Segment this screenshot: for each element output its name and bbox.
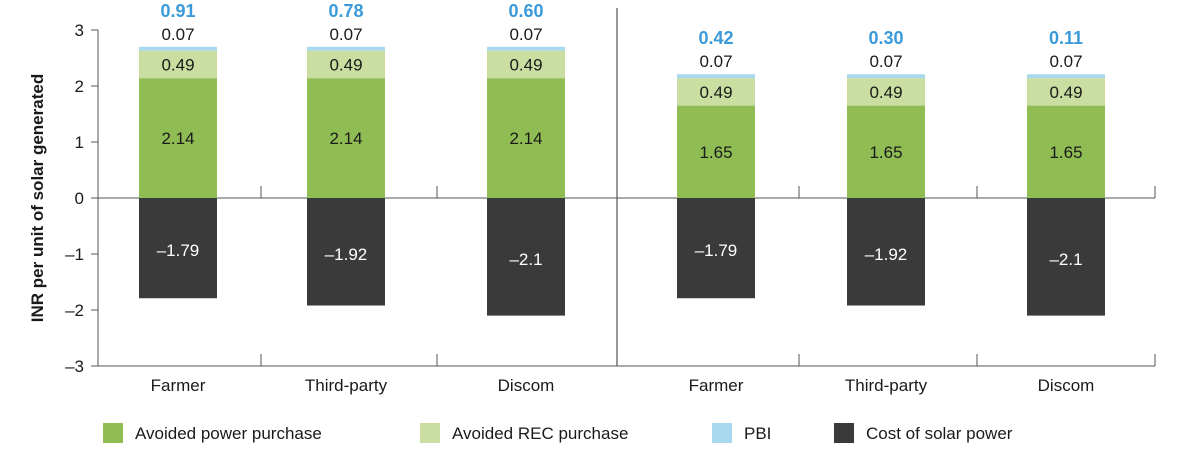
- bar-segment: [487, 198, 565, 316]
- bar-segment: [677, 74, 755, 79]
- legend-label: Avoided power purchase: [135, 424, 322, 443]
- data-label: 0.07: [329, 25, 362, 44]
- x-category-label: Discom: [498, 376, 555, 395]
- legend-swatch: [712, 423, 732, 443]
- data-label: 0.07: [699, 52, 732, 71]
- data-label: 0.07: [869, 52, 902, 71]
- legend-swatch: [420, 423, 440, 443]
- bar-segment: [139, 46, 217, 51]
- y-tick-label: –3: [65, 357, 84, 376]
- x-category-label: Third-party: [845, 376, 928, 395]
- data-label: 0.07: [161, 25, 194, 44]
- data-label: 0.49: [699, 83, 732, 102]
- y-tick-label: 3: [75, 21, 84, 40]
- bar-segment: [307, 198, 385, 306]
- bar-segment: [139, 198, 217, 299]
- bar-segment: [677, 198, 755, 299]
- bar-segment: [1027, 105, 1105, 198]
- y-tick-label: 1: [75, 133, 84, 152]
- bar-segment: [677, 78, 755, 106]
- data-label: –1.79: [157, 241, 200, 260]
- legend-swatch: [834, 423, 854, 443]
- data-label: 2.14: [509, 129, 542, 148]
- y-tick-label: 2: [75, 77, 84, 96]
- data-label: –2.1: [509, 250, 542, 269]
- net-value-label: 0.11: [1049, 28, 1083, 48]
- data-label: 0.07: [509, 25, 542, 44]
- data-label: 1.65: [1049, 143, 1082, 162]
- x-category-label: Discom: [1038, 376, 1095, 395]
- y-tick-label: –2: [65, 301, 84, 320]
- y-tick-label: 0: [75, 189, 84, 208]
- y-axis-title: INR per unit of solar generated: [28, 74, 47, 322]
- data-label: 0.49: [161, 55, 194, 74]
- data-label: 0.49: [1049, 83, 1082, 102]
- bar-segment: [139, 50, 217, 79]
- data-label: 0.07: [1049, 52, 1082, 71]
- data-label: –1.92: [865, 245, 908, 264]
- data-label: 2.14: [329, 129, 362, 148]
- bar-segment: [487, 50, 565, 79]
- net-value-label: 0.30: [868, 28, 903, 48]
- bar-segment: [847, 198, 925, 306]
- data-label: –2.1: [1049, 250, 1082, 269]
- x-category-label: Third-party: [305, 376, 388, 395]
- data-label: 0.49: [869, 83, 902, 102]
- data-label: 1.65: [699, 143, 732, 162]
- bar-segment: [677, 105, 755, 198]
- bar-segment: [487, 46, 565, 51]
- net-value-label: 0.91: [160, 1, 195, 21]
- bar-segment: [1027, 74, 1105, 79]
- y-tick-label: –1: [65, 245, 84, 264]
- data-label: –1.92: [325, 245, 368, 264]
- legend-label: Cost of solar power: [866, 424, 1013, 443]
- data-label: 0.49: [509, 55, 542, 74]
- legend-swatch: [103, 423, 123, 443]
- bar-segment: [307, 50, 385, 79]
- legend-label: PBI: [744, 424, 771, 443]
- x-category-label: Farmer: [689, 376, 744, 395]
- bar-segment: [847, 78, 925, 106]
- data-label: 1.65: [869, 143, 902, 162]
- net-value-label: 0.60: [508, 1, 543, 21]
- data-label: 0.49: [329, 55, 362, 74]
- bar-segment: [847, 74, 925, 79]
- bar-segment: [307, 78, 385, 198]
- legend-label: Avoided REC purchase: [452, 424, 628, 443]
- data-label: –1.79: [695, 241, 738, 260]
- bar-segment: [487, 78, 565, 198]
- x-category-label: Farmer: [151, 376, 206, 395]
- bar-segment: [1027, 198, 1105, 316]
- bar-segment: [847, 105, 925, 198]
- bar-segment: [307, 46, 385, 51]
- data-label: 2.14: [161, 129, 194, 148]
- bar-segment: [1027, 78, 1105, 106]
- net-value-label: 0.42: [698, 28, 733, 48]
- net-value-label: 0.78: [328, 1, 363, 21]
- bar-segment: [139, 78, 217, 198]
